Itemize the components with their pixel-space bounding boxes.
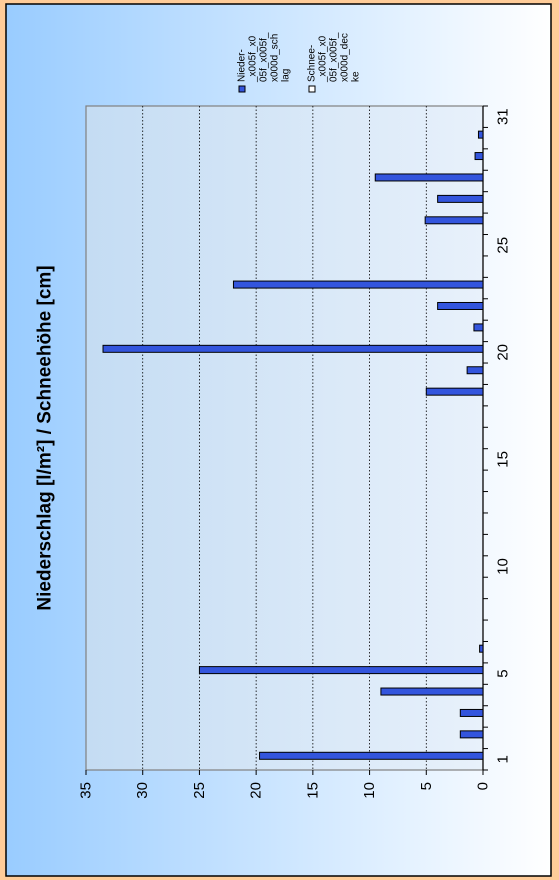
legend-label: Nieder- <box>237 49 248 82</box>
legend-label: 05f_x005f_ <box>329 32 340 82</box>
bar <box>437 194 484 203</box>
value-tick-label: 5 <box>418 782 435 790</box>
bar <box>437 301 484 310</box>
value-tick-label: 30 <box>134 782 151 799</box>
legend-label: x000d_dec <box>340 33 351 82</box>
legend-label: _x005f_x0 <box>248 35 259 83</box>
category-tick-label: 25 <box>495 237 512 254</box>
plot-area <box>85 105 484 771</box>
legend-label: Schnee- <box>307 45 318 82</box>
bar <box>477 130 484 139</box>
bar <box>459 730 484 739</box>
value-tick-label: 15 <box>304 782 321 799</box>
legend-marker <box>308 85 316 93</box>
value-tick-label: 25 <box>191 782 208 799</box>
category-tick-label: 5 <box>495 669 512 677</box>
bar <box>232 280 484 289</box>
bar <box>259 751 484 760</box>
legend-marker <box>238 85 246 93</box>
category-tick-label: 15 <box>495 451 512 468</box>
bar <box>474 152 484 161</box>
category-tick-label: 20 <box>495 344 512 361</box>
value-tick-label: 0 <box>475 782 492 790</box>
category-tick-label: 10 <box>495 558 512 575</box>
chart-title: Niederschlag [l/m²] / Schneehöhe [cm] <box>35 265 56 610</box>
bar <box>425 387 484 396</box>
value-tick-label: 35 <box>78 782 95 799</box>
bar <box>374 173 484 182</box>
bar <box>102 344 484 353</box>
bar <box>479 644 484 653</box>
bar <box>473 323 484 332</box>
bar <box>424 216 484 225</box>
bar <box>459 708 484 717</box>
bar <box>198 666 484 675</box>
bar <box>466 366 484 375</box>
legend-label: 05f_x005f_ <box>259 32 270 82</box>
value-tick-label: 20 <box>248 782 265 799</box>
legend-label: x000d_sch <box>270 34 281 82</box>
legend-label: lag <box>281 69 292 82</box>
legend-label: _x005f_x0 <box>318 35 329 83</box>
category-tick-label: 31 <box>495 108 512 125</box>
category-tick-label: 1 <box>495 755 512 763</box>
bar <box>380 687 484 696</box>
legend-label: ke <box>351 71 362 82</box>
value-tick-label: 10 <box>361 782 378 799</box>
